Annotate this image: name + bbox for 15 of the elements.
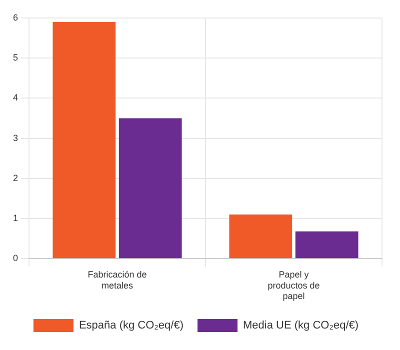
y-tick-label: 2 — [12, 172, 18, 183]
y-tick-label: 0 — [12, 253, 18, 264]
y-tick-label: 6 — [12, 12, 18, 22]
bar — [295, 231, 358, 258]
x-tick-label: Papel y productos de papel — [268, 269, 320, 302]
x-tick-label: Fabricación de metales — [88, 269, 147, 290]
y-tick-label: 4 — [12, 92, 18, 103]
y-tick-label: 5 — [12, 52, 18, 63]
bar — [52, 22, 116, 258]
y-tick-label: 3 — [12, 132, 18, 143]
bar — [229, 214, 292, 258]
legend-label: España (kg CO₂eq/€) — [78, 320, 184, 332]
y-tick-label: 1 — [12, 212, 18, 223]
legend-label: Media UE (kg CO₂eq/€) — [243, 320, 359, 332]
bar — [118, 118, 182, 258]
